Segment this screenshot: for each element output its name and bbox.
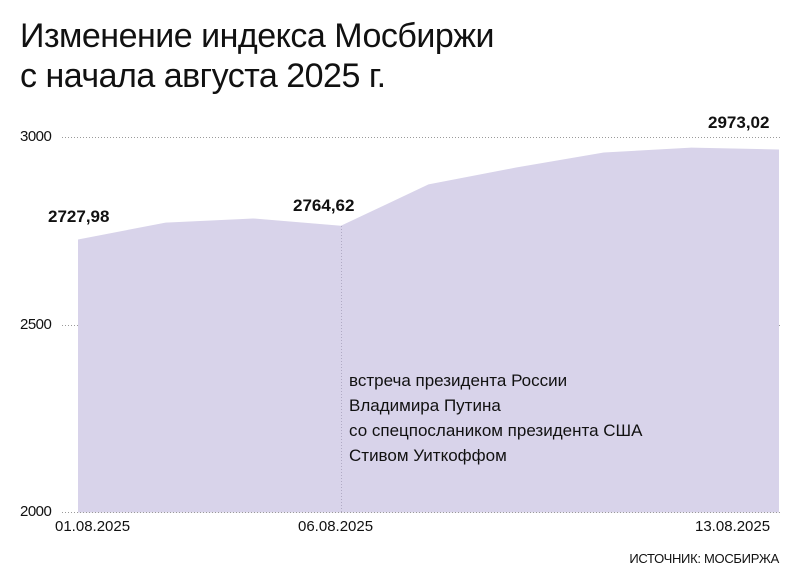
x-tick-end: 13.08.2025 bbox=[695, 518, 771, 535]
annotation-line-1: встреча президента России bbox=[349, 371, 568, 390]
annotation-line-2: Владимира Путина bbox=[349, 396, 501, 415]
value-label-end: 2973,02 bbox=[708, 113, 770, 132]
y-tick-2500: 2500 bbox=[20, 316, 52, 333]
y-tick-2000: 2000 bbox=[20, 503, 52, 520]
annotation-line-3: со спецпослаником президента США bbox=[349, 421, 643, 440]
chart-title-line-1: Изменение индекса Мосбиржи bbox=[20, 17, 494, 55]
value-label-mid: 2764,62 bbox=[293, 196, 355, 215]
x-tick-mid: 06.08.2025 bbox=[298, 518, 374, 535]
source-note: ИСТОЧНИК: МОСБИРЖА bbox=[629, 551, 779, 566]
x-tick-start: 01.08.2025 bbox=[55, 518, 131, 535]
y-tick-3000: 3000 bbox=[20, 128, 52, 145]
area-series bbox=[78, 147, 779, 513]
value-label-start: 2727,98 bbox=[48, 207, 110, 226]
event-annotation: встреча президента России Владимира Пути… bbox=[349, 368, 642, 468]
chart-title-line-2: с начала августа 2025 г. bbox=[20, 57, 386, 95]
annotation-line-4: Стивом Уиткоффом bbox=[349, 446, 507, 465]
chart-title: Изменение индекса Мосбиржи с начала авгу… bbox=[20, 16, 494, 96]
